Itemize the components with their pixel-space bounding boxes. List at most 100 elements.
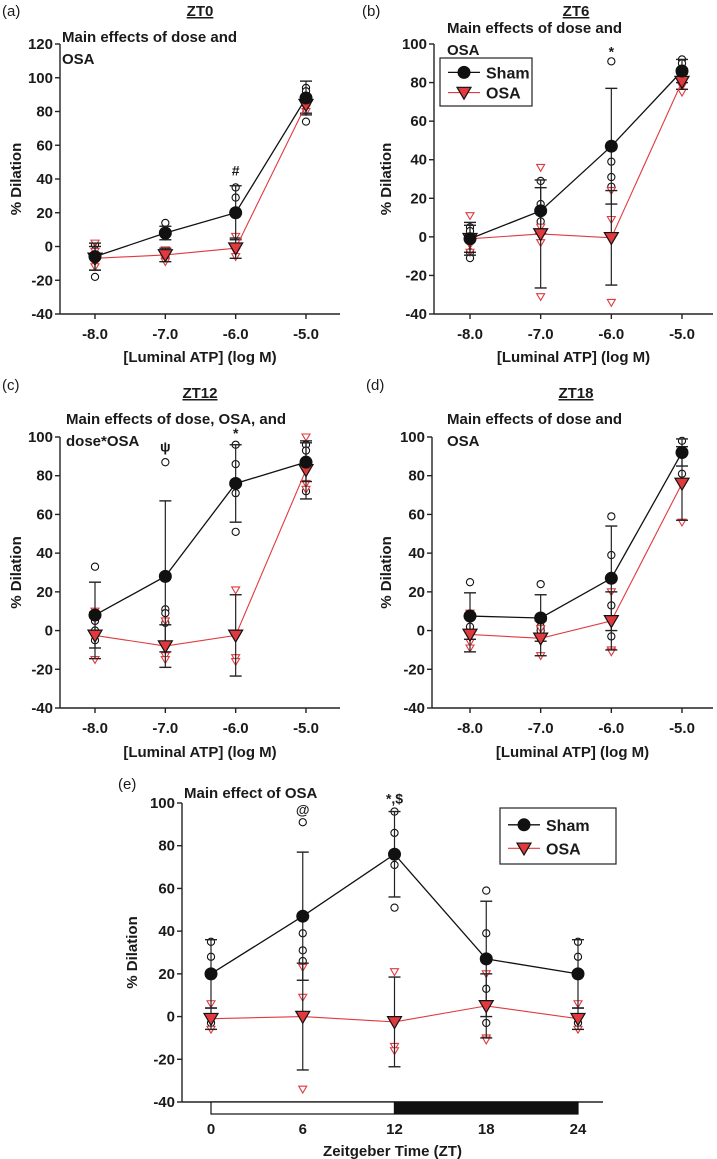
sham-mean-marker (604, 139, 618, 153)
sham-mean-marker (158, 569, 172, 583)
osa-individual-point (677, 88, 687, 98)
sham-individual-point (482, 886, 491, 895)
legend-osa-marker (455, 86, 473, 101)
y-tick-label: 20 (410, 190, 427, 207)
x-tick-label: -7.0 (152, 326, 178, 343)
significance-annotation: * (233, 425, 239, 441)
sham-mean-marker (204, 967, 218, 981)
y-tick-label: 40 (158, 923, 175, 940)
y-tick-label: 120 (28, 36, 53, 53)
panel-subtitle: OSA (447, 433, 480, 450)
x-tick-label: -7.0 (528, 326, 554, 343)
y-tick-label: 80 (36, 104, 53, 121)
x-tick-label: -8.0 (457, 720, 483, 737)
sham-individual-point (231, 527, 240, 536)
y-tick-label: 20 (36, 205, 53, 222)
y-axis-label: % Dilation (8, 143, 25, 216)
osa-mean-marker (157, 640, 174, 654)
osa-mean-marker (294, 1010, 311, 1025)
x-tick-label: -6.0 (223, 720, 249, 737)
osa-series-line (94, 469, 307, 647)
x-axis-label: [Luminal ATP] (log M) (496, 744, 649, 761)
legend-label-sham: Sham (546, 818, 590, 835)
x-tick-label: -5.0 (293, 720, 319, 737)
sham-individual-point (90, 272, 100, 282)
y-tick-label: 40 (36, 545, 53, 562)
y-tick-label: 20 (36, 584, 53, 601)
y-tick-label: 60 (410, 113, 427, 130)
panel-tag: (a) (2, 3, 20, 20)
sham-mean-marker (463, 232, 477, 246)
y-tick-label: 60 (36, 506, 53, 523)
x-tick-label: -5.0 (293, 326, 319, 343)
y-tick-label: -40 (405, 306, 427, 323)
panel-title: ZT12 (182, 385, 217, 402)
y-tick-label: 0 (419, 229, 427, 246)
y-tick-label: 100 (402, 36, 427, 53)
y-axis-label: % Dilation (378, 143, 395, 216)
panel-subtitle: Main effect of OSA (184, 785, 318, 802)
legend-box (499, 807, 617, 865)
significance-annotation: @ (296, 801, 310, 817)
sham-series-line (469, 452, 683, 619)
x-tick-label: 24 (570, 1121, 587, 1138)
y-axis-label: % Dilation (8, 536, 25, 609)
x-tick-label: 12 (386, 1121, 403, 1138)
sham-individual-point (298, 818, 307, 827)
x-axis-label: [Luminal ATP] (log M) (123, 349, 276, 366)
panel-subtitle: dose*OSA (66, 433, 140, 450)
sham-mean-marker (534, 204, 548, 218)
sham-mean-marker (534, 611, 548, 625)
osa-mean-marker (569, 1012, 587, 1027)
panel-title: ZT6 (563, 3, 590, 20)
y-tick-label: 40 (36, 171, 53, 188)
x-tick-label: -6.0 (223, 326, 249, 343)
osa-mean-marker (227, 242, 244, 257)
y-axis-label: % Dilation (378, 536, 395, 609)
sham-mean-marker (88, 250, 102, 264)
osa-individual-point (465, 212, 475, 221)
y-tick-label: 100 (150, 795, 175, 812)
sham-individual-point (607, 512, 616, 521)
significance-annotation: ψ (160, 439, 171, 455)
osa-individual-point (230, 586, 241, 595)
osa-series-line (469, 81, 683, 240)
osa-mean-marker (461, 628, 479, 643)
y-tick-label: 20 (158, 966, 175, 983)
legend: Sham OSA (439, 57, 533, 107)
legend-sham-marker (517, 818, 531, 832)
panel-d: -40 -20 0 20 40 60 80 100 -8.0 -7.0 -6.0 -5.0 [Lumin… (366, 377, 713, 761)
legend-osa-marker (515, 842, 533, 857)
legend-label-osa: OSA (546, 841, 581, 858)
osa-individual-point (606, 298, 617, 308)
osa-mean-marker (227, 629, 244, 644)
panel-tag: (d) (366, 377, 384, 394)
y-tick-label: 60 (158, 880, 175, 897)
osa-mean-marker (157, 249, 174, 263)
x-tick-label: 0 (207, 1121, 215, 1138)
sham-mean-marker (229, 206, 243, 220)
sham-series-line (469, 70, 683, 240)
panel-tag: (b) (362, 3, 380, 20)
x-tick-label: -6.0 (598, 720, 624, 737)
sham-individual-point (161, 458, 170, 467)
y-tick-label: 0 (167, 1009, 175, 1026)
legend-sham-marker (457, 65, 471, 79)
osa-individual-point (389, 968, 400, 977)
panel-subtitle: Main effects of dose and (447, 411, 622, 428)
x-tick-label: -8.0 (457, 326, 483, 343)
panel-a: -40 -20 0 20 40 60 80 100 120 -8.0 -7.0 -6.0 -5.0 [Lu… (2, 3, 340, 366)
panel-c: -40 -20 0 20 40 60 80 100 -8.0 -7.0 -6.0 -5.0 [Lumin… (2, 377, 340, 761)
osa-individual-point (297, 1085, 308, 1095)
y-tick-label: 100 (400, 429, 425, 446)
sham-individual-point (161, 218, 170, 228)
y-tick-label: 100 (28, 70, 53, 87)
sham-mean-marker (571, 967, 585, 981)
panel-tag: (c) (2, 377, 20, 394)
sham-mean-marker (296, 909, 310, 923)
y-tick-label: 40 (408, 545, 425, 562)
y-tick-label: 0 (45, 623, 53, 640)
panel-subtitle: Main effects of dose and (447, 20, 622, 37)
sham-mean-marker (479, 952, 493, 966)
significance-annotation: *,$ (386, 791, 403, 807)
